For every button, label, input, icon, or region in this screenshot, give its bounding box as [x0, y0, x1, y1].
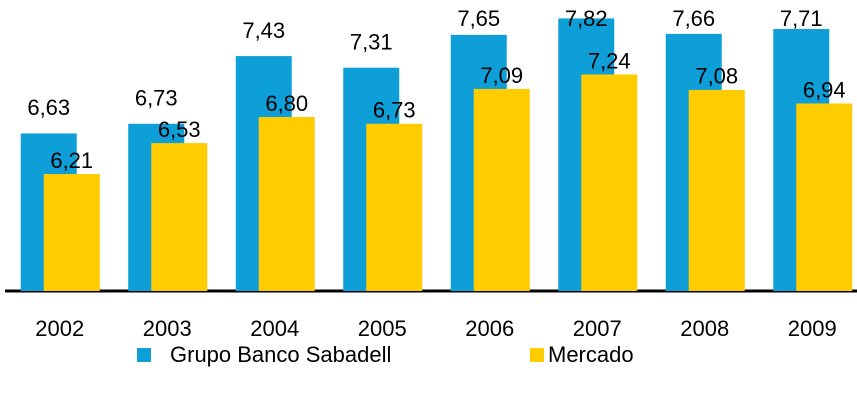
bar: [581, 74, 638, 291]
data-label: 7,71: [780, 6, 823, 31]
legend-label: Mercado: [548, 342, 634, 367]
data-label: 6,73: [135, 86, 178, 111]
data-label: 7,31: [350, 30, 393, 55]
data-label: 7,66: [672, 6, 715, 31]
data-label: 6,63: [27, 95, 70, 120]
legend-swatch: [530, 348, 544, 362]
x-tick-label: 2009: [788, 316, 837, 341]
x-tick-label: 2002: [35, 316, 84, 341]
data-label: 7,82: [565, 6, 608, 31]
data-label: 6,53: [158, 117, 201, 142]
bar: [688, 89, 745, 291]
legend-label: Grupo Banco Sabadell: [170, 342, 391, 367]
x-tick-label: 2006: [465, 316, 514, 341]
x-tick-label: 2005: [358, 316, 407, 341]
bar: [473, 88, 530, 291]
x-tick-label: 2004: [250, 316, 299, 341]
data-label: 6,73: [373, 98, 416, 123]
data-label: 7,08: [695, 64, 738, 89]
x-tick-label: 2008: [680, 316, 729, 341]
data-label: 6,21: [50, 148, 93, 173]
data-label: 7,43: [242, 18, 285, 43]
x-tick-label: 2003: [143, 316, 192, 341]
data-label: 6,80: [265, 91, 308, 116]
bar: [796, 103, 853, 291]
bar: [258, 117, 315, 291]
bar: [43, 174, 100, 291]
data-label: 7,24: [588, 48, 631, 73]
bar: [151, 143, 208, 291]
legend-swatch: [137, 348, 151, 362]
bar: [366, 123, 423, 292]
data-label: 6,94: [803, 77, 846, 102]
data-label: 7,09: [480, 63, 523, 88]
x-tick-label: 2007: [573, 316, 622, 341]
data-label: 7,65: [457, 6, 500, 31]
